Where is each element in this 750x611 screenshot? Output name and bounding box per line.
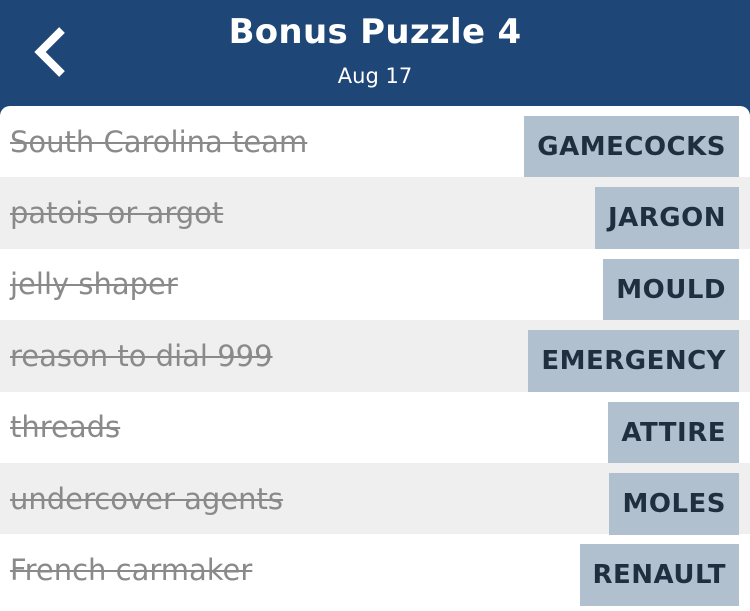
- answer-tile[interactable]: EMERGENCY: [528, 330, 739, 393]
- clue-text: jelly shaper: [10, 267, 178, 302]
- clue-list: South Carolina team GAMECOCKS patois or …: [0, 106, 750, 611]
- header-bar: Bonus Puzzle 4 Aug 17: [0, 0, 750, 106]
- answer-tile[interactable]: MOLES: [609, 472, 739, 535]
- back-button[interactable]: [22, 18, 82, 88]
- answer-tile[interactable]: MOULD: [603, 258, 739, 321]
- clue-row[interactable]: patois or argot JARGON: [0, 177, 750, 250]
- answer-tile[interactable]: JARGON: [594, 187, 739, 250]
- page-title: Bonus Puzzle 4: [228, 12, 522, 52]
- clue-row[interactable]: reason to dial 999 EMERGENCY: [0, 320, 750, 393]
- clue-text: South Carolina team: [10, 124, 308, 159]
- clue-row[interactable]: undercover agents MOLES: [0, 462, 750, 535]
- answer-tile[interactable]: RENAULT: [579, 544, 739, 607]
- answer-tile[interactable]: ATTIRE: [608, 401, 739, 464]
- chevron-left-icon: [34, 27, 65, 77]
- clue-text: reason to dial 999: [10, 338, 273, 373]
- clue-text: undercover agents: [10, 481, 284, 516]
- clue-text: threads: [10, 410, 121, 445]
- clue-row[interactable]: jelly shaper MOULD: [0, 249, 750, 321]
- clue-text: patois or argot: [10, 196, 224, 231]
- clue-row[interactable]: threads ATTIRE: [0, 392, 750, 464]
- puzzle-date: Aug 17: [337, 64, 413, 88]
- clue-row[interactable]: French carmaker RENAULT: [0, 534, 750, 607]
- answer-tile[interactable]: GAMECOCKS: [524, 116, 739, 178]
- clue-text: French carmaker: [10, 553, 253, 588]
- clue-row[interactable]: South Carolina team GAMECOCKS: [0, 106, 750, 178]
